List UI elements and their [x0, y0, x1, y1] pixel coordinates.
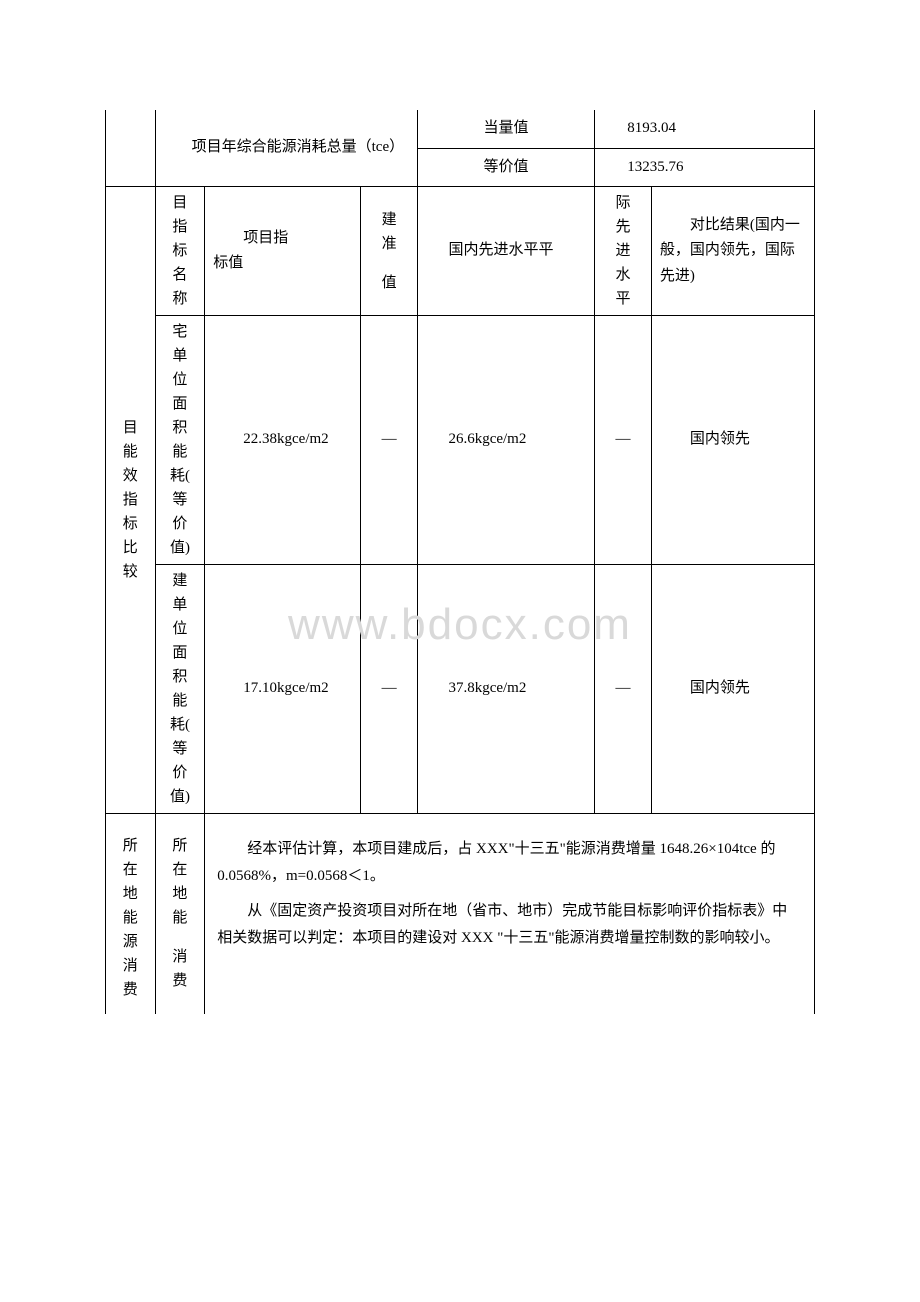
- row1-name: 宅 单 位 面 积 能 耗( 等 价 值): [155, 316, 205, 565]
- row2-name-ch5: 积: [158, 665, 203, 689]
- row1-domestic-text: 26.6kgce/m2: [426, 427, 526, 453]
- header-name-ch3: 标: [158, 239, 203, 263]
- impact-rh-ch7: 费: [116, 978, 145, 1002]
- row1-project-value: 22.38kgce/m2: [205, 316, 361, 565]
- equivalent-label: 当量值: [417, 110, 594, 148]
- empty-left-cell: [106, 110, 156, 187]
- impact-row-header: 所 在 地 能 源 消 费: [106, 814, 156, 1015]
- impact-sh-ch4: 能: [166, 906, 195, 930]
- impact-sh-ch3: 地: [166, 882, 195, 906]
- header-domestic-text: 国内先进水平: [426, 238, 539, 264]
- header-name-ch5: 称: [158, 287, 203, 311]
- header-intl-ch3: 进: [597, 239, 649, 263]
- parity-value: 13235.76: [595, 148, 815, 187]
- row2-project-value: 17.10kgce/m2: [205, 565, 361, 814]
- row2-name: 建 单 位 面 积 能 耗( 等 价 值): [155, 565, 205, 814]
- impact-sh-ch2: 在: [166, 858, 195, 882]
- row1-name-ch4: 面: [158, 392, 203, 416]
- row2-name-ch7: 耗(: [158, 713, 203, 737]
- header-domestic-suffix: 平: [538, 242, 553, 258]
- impact-rh-ch1: 所: [116, 834, 145, 858]
- row2-international: —: [595, 565, 652, 814]
- header-name-ch4: 名: [158, 263, 203, 287]
- row1-name-ch7: 耗(: [158, 464, 203, 488]
- row2-name-ch8: 等: [158, 737, 203, 761]
- indicators-row-header-ch3: 效: [108, 464, 153, 488]
- parity-label: 等价值: [417, 148, 594, 187]
- header-name-ch1: 目: [158, 191, 203, 215]
- row2-result: 国内领先: [651, 565, 814, 814]
- header-benchmark-ch3: 值: [363, 271, 415, 295]
- header-name: 目 指 标 名 称: [155, 187, 205, 316]
- impact-rh-ch4: 能: [116, 906, 145, 930]
- row2-name-ch3: 位: [158, 617, 203, 641]
- impact-rh-ch2: 在: [116, 858, 145, 882]
- energy-total-label-text: 项目年综合能源消耗总量（tce）: [162, 135, 404, 161]
- header-intl-ch1: 际: [597, 191, 649, 215]
- header-benchmark-ch1: 建: [363, 208, 415, 232]
- header-project-value-l2: 标值: [213, 251, 352, 277]
- row1-name-ch9: 价: [158, 512, 203, 536]
- row2-project-value-text: 17.10kgce/m2: [213, 676, 328, 702]
- impact-sh-ch6: 费: [166, 969, 195, 993]
- header-benchmark: 建 准 值: [361, 187, 418, 316]
- main-table: 项目年综合能源消耗总量（tce） 当量值 8193.04 等价值 13235.7…: [105, 110, 815, 1014]
- row1-name-ch2: 单: [158, 344, 203, 368]
- row1-name-ch5: 积: [158, 416, 203, 440]
- header-intl-ch5: 平: [597, 287, 649, 311]
- impact-rh-ch5: 源: [116, 930, 145, 954]
- header-result: 对比结果(国内一般，国内领先，国际先进): [651, 187, 814, 316]
- header-domestic: 国内先进水平平: [417, 187, 594, 316]
- indicators-row-header-ch5: 标: [108, 512, 153, 536]
- row2-name-ch10: 值): [158, 785, 203, 809]
- equivalent-value: 8193.04: [595, 110, 815, 148]
- impact-para2: 从《固定资产投资项目对所在地（省市、地市）完成节能目标影响评价指标表》中相关数据…: [217, 898, 802, 952]
- header-project-value: 项目指 标值: [205, 187, 361, 316]
- header-project-value-l1: 项目指: [213, 226, 352, 252]
- row2-name-ch9: 价: [158, 761, 203, 785]
- energy-total-label: 项目年综合能源消耗总量（tce）: [155, 110, 417, 187]
- indicators-row-header: 目 能 效 指 标 比 较: [106, 187, 156, 814]
- row1-domestic: 26.6kgce/m2: [417, 316, 594, 565]
- header-result-text: 对比结果(国内一般，国内领先，国际先进): [660, 213, 806, 290]
- indicators-row-header-ch2: 能: [108, 440, 153, 464]
- impact-para1: 经本评估计算，本项目建成后，占 XXX"十三五"能源消费增量 1648.26×1…: [217, 836, 802, 890]
- row2-name-ch4: 面: [158, 641, 203, 665]
- row1-benchmark: —: [361, 316, 418, 565]
- header-benchmark-gap: [363, 256, 415, 271]
- indicators-row-header-ch7: 较: [108, 560, 153, 584]
- header-international: 际 先 进 水 平: [595, 187, 652, 316]
- row2-name-ch1: 建: [158, 569, 203, 593]
- impact-sh-gap: [166, 930, 195, 945]
- row2-result-text: 国内领先: [660, 676, 750, 702]
- row1-international: —: [595, 316, 652, 565]
- row1-name-ch3: 位: [158, 368, 203, 392]
- indicators-row-header-ch1: 目: [108, 416, 153, 440]
- row2-name-ch2: 单: [158, 593, 203, 617]
- row2-domestic-text: 37.8kgce/m2: [426, 676, 526, 702]
- header-intl-ch4: 水: [597, 263, 649, 287]
- header-intl-ch2: 先: [597, 215, 649, 239]
- row1-name-ch8: 等: [158, 488, 203, 512]
- impact-sh-ch5: 消: [166, 945, 195, 969]
- row1-name-ch6: 能: [158, 440, 203, 464]
- row1-name-ch10: 值): [158, 536, 203, 560]
- indicators-row-header-ch6: 比: [108, 536, 153, 560]
- row1-name-ch1: 宅: [158, 320, 203, 344]
- row2-name-ch6: 能: [158, 689, 203, 713]
- row2-benchmark: —: [361, 565, 418, 814]
- header-name-ch2: 指: [158, 215, 203, 239]
- impact-body: 经本评估计算，本项目建成后，占 XXX"十三五"能源消费增量 1648.26×1…: [205, 814, 815, 1015]
- impact-sub-header: 所 在 地 能 消 费: [155, 814, 205, 1015]
- row2-domestic: 37.8kgce/m2: [417, 565, 594, 814]
- impact-sh-ch1: 所: [166, 834, 195, 858]
- indicators-row-header-ch4: 指: [108, 488, 153, 512]
- row1-result-text: 国内领先: [660, 427, 750, 453]
- header-benchmark-ch2: 准: [363, 232, 415, 256]
- impact-rh-ch6: 消: [116, 954, 145, 978]
- impact-rh-ch3: 地: [116, 882, 145, 906]
- row1-result: 国内领先: [651, 316, 814, 565]
- row1-project-value-text: 22.38kgce/m2: [213, 427, 328, 453]
